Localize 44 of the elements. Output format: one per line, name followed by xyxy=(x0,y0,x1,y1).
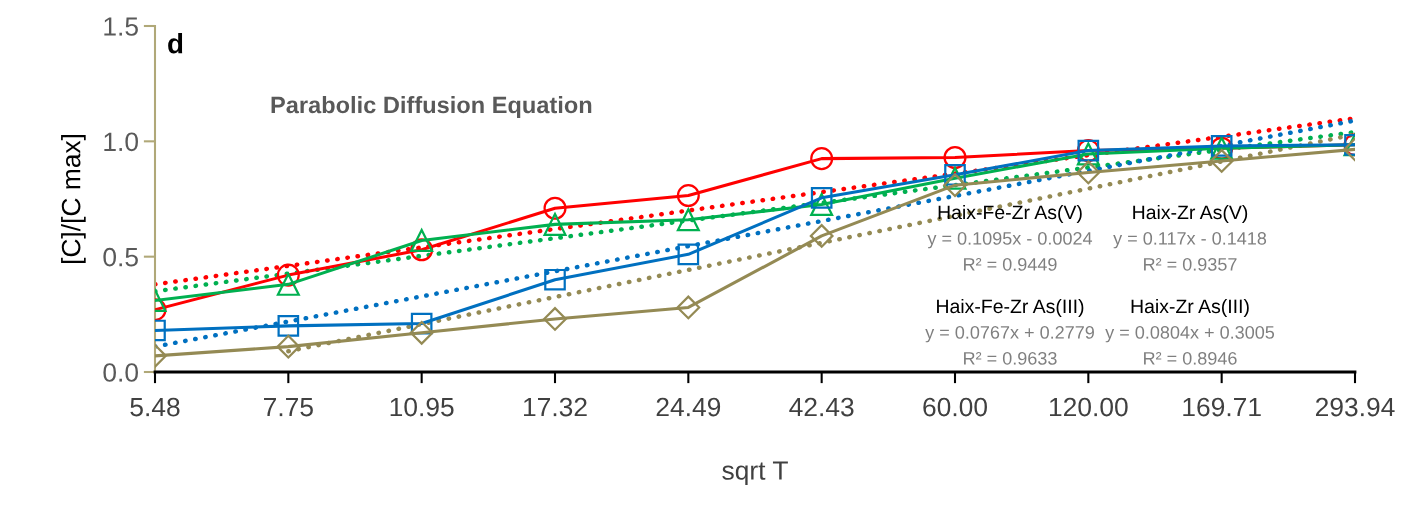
point xyxy=(544,268,566,291)
x-tick-label: 17.32 xyxy=(524,397,587,417)
annotation: d xyxy=(168,33,183,54)
point xyxy=(543,212,567,236)
point xyxy=(409,320,434,345)
point xyxy=(810,147,834,171)
point xyxy=(410,238,434,262)
y-tick-label: 1.5 xyxy=(104,17,138,36)
annotation: Haix-Zr As(V) y = 0.117x - 0.1418 R² = 0.9357 xyxy=(1113,204,1267,271)
point xyxy=(676,295,701,320)
point xyxy=(543,307,567,331)
y-tick-label: 0.5 xyxy=(103,247,138,267)
x-tick-label: 60.00 xyxy=(923,397,987,417)
point xyxy=(410,228,434,253)
point xyxy=(810,193,834,217)
x-tick-label: 10.95 xyxy=(390,397,454,417)
point xyxy=(1076,160,1101,185)
x-tick-label: 24.49 xyxy=(656,397,721,417)
x-tick-label: 42.43 xyxy=(789,397,854,417)
point xyxy=(276,263,300,287)
x-tick-label: 169.71 xyxy=(1183,397,1261,417)
point xyxy=(809,223,834,248)
y-tick-label: 0.0 xyxy=(103,363,138,382)
point xyxy=(677,243,700,266)
point xyxy=(543,196,567,220)
point xyxy=(810,187,833,209)
y-axis-title: [C]/[C max] xyxy=(61,134,86,264)
point xyxy=(1209,149,1234,173)
x-axis-title: sqrt T xyxy=(722,461,788,486)
annotation: Haix-Zr As(III) y = 0.0804x + 0.3005 R² = 0.8946 xyxy=(1105,298,1275,365)
point xyxy=(676,184,700,208)
point xyxy=(276,334,301,359)
point xyxy=(277,315,300,337)
x-tick-label: 293.94 xyxy=(1315,397,1395,417)
point xyxy=(943,173,967,198)
x-tick-label: 5.48 xyxy=(130,397,180,417)
x-tick-label: 120.00 xyxy=(1049,397,1128,417)
x-tick-label: 7.75 xyxy=(264,397,313,417)
point xyxy=(276,272,300,296)
point xyxy=(676,208,700,232)
y-tick-label: 1.0 xyxy=(104,132,138,152)
text: Parabolic Diffusion Equation xyxy=(271,96,592,119)
annotation: Haix-Fe-Zr As(III) y = 0.0767x + 0.2779 R² = 0.9633 xyxy=(925,298,1094,365)
point xyxy=(943,145,967,170)
